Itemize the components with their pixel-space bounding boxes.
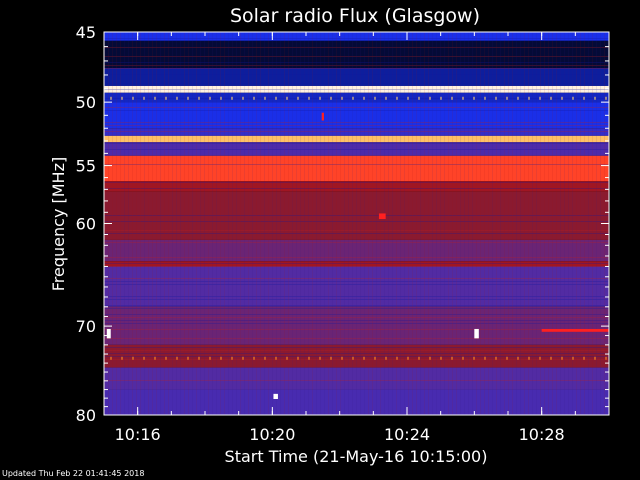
y-tick-label: 80 — [76, 406, 96, 425]
chart-title: Solar radio Flux (Glasgow) — [230, 5, 480, 27]
band-10 — [104, 181, 609, 192]
band-5 — [104, 102, 609, 129]
burst-feature-2 — [474, 328, 479, 339]
noise-texture — [104, 32, 609, 415]
band-6 — [104, 128, 609, 136]
band-0 — [104, 32, 609, 41]
y-tick-label: 70 — [76, 317, 96, 336]
burst-feature-1 — [106, 328, 111, 339]
axes: 10:16 10:20 10:24 10:28 45 50 55 60 70 80 — [76, 23, 610, 444]
burst-feature-0 — [541, 328, 609, 332]
update-timestamp: Updated Thu Feb 22 01:41:45 2018 — [2, 469, 145, 478]
y-tick-label: 55 — [76, 157, 96, 176]
band-17 — [104, 367, 609, 390]
band-3 — [104, 85, 609, 93]
band-18 — [104, 389, 609, 415]
burst-feature-5 — [321, 112, 324, 121]
y-tick-label: 45 — [76, 23, 96, 42]
band-15 — [104, 306, 609, 345]
band-8 — [104, 142, 609, 156]
x-tick-label: 10:16 — [115, 425, 161, 444]
band-7 — [104, 135, 609, 143]
x-tick-label: 10:20 — [249, 425, 295, 444]
y-tick-label: 50 — [76, 93, 96, 112]
band-11 — [104, 191, 609, 240]
y-axis-label: Frequency [MHz] — [49, 157, 68, 291]
x-axis-label: Start Time (21-May-16 10:15:00) — [225, 447, 488, 466]
burst-feature-4 — [378, 213, 386, 220]
band-1 — [104, 40, 609, 68]
burst-feature-3 — [273, 393, 278, 399]
band-14 — [104, 266, 609, 307]
band-13 — [104, 261, 609, 267]
x-tick-label: 10:28 — [519, 425, 565, 444]
plot-area — [104, 32, 609, 415]
x-tick-label: 10:24 — [384, 425, 430, 444]
band-12 — [104, 239, 609, 262]
band-2 — [104, 67, 609, 86]
band-9 — [104, 155, 609, 182]
band-16 — [104, 344, 609, 368]
y-tick-label: 60 — [76, 215, 96, 234]
band-4 — [104, 92, 609, 103]
